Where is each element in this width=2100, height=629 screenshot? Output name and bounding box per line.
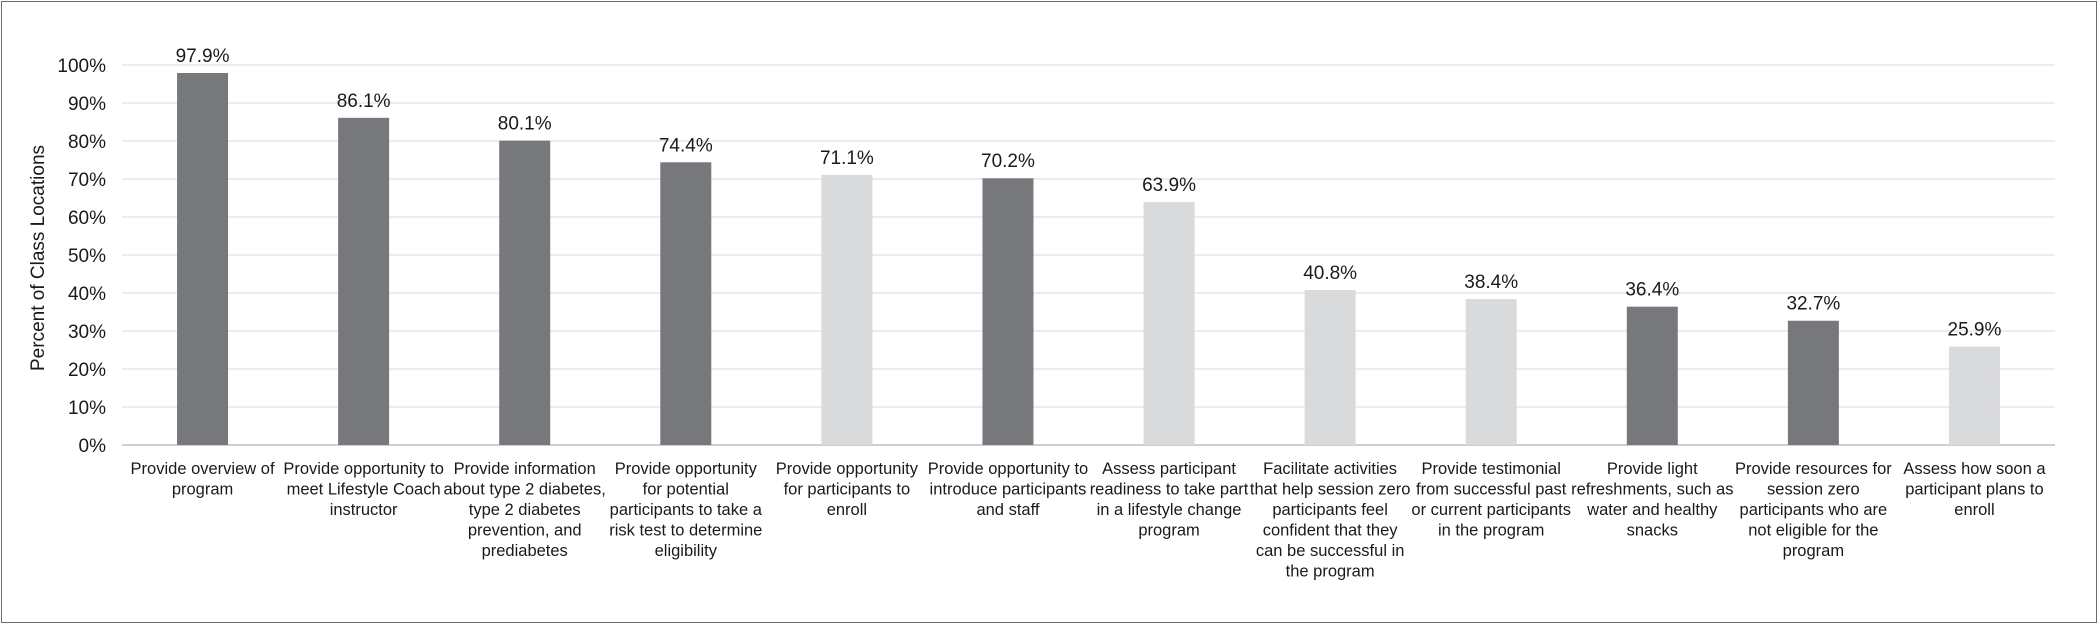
x-category-label: Provide opportunity for potential particip… [609,460,763,560]
y-axis-ticks: 0% 10% 20% 30% 40% 50% 60% 70% 80% 90% 100% [57,56,106,457]
bar [1143,202,1195,445]
bar [821,174,873,445]
gridlines [122,64,2055,446]
bar [338,117,390,445]
y-tick-label: 30% [68,322,106,343]
bar [499,140,551,445]
x-category-label: Assess how soon a participant plans to enr… [1903,460,2046,519]
x-category-label: Provide opportunity for participants to en… [776,460,919,519]
x-category-label: Facilitate activities that help session z… [1250,460,1411,581]
data-label: 70.2% [981,151,1035,172]
x-category-label: Assess participant readiness to take part… [1090,460,1249,540]
x-category-label: Provide resources for session zero partici… [1735,460,1892,560]
x-category-label: Provide information about type 2 diabetes… [444,460,606,560]
data-label: 25.9% [1948,320,2002,341]
y-tick-label: 10% [68,398,106,419]
y-tick-label: 0% [79,436,107,457]
bar [1465,299,1517,445]
data-labels: 97.9% 86.1% 80.1% 74.4% 71.1% 70.2% 63.9% 40.8%… [176,46,2002,341]
bar [982,178,1034,446]
bar [1304,289,1356,445]
y-tick-label: 80% [68,132,106,153]
y-tick-label: 40% [68,284,106,305]
x-category-label: Provide opportunity to meet Lifestyle Coa… [283,460,444,519]
data-label: 38.4% [1464,272,1518,293]
x-category-label: Provide opportunity to introduce particip… [928,460,1089,519]
bar [177,72,229,445]
y-axis-label: Percent of Class Locations [28,145,49,371]
data-label: 63.9% [1142,175,1196,196]
bar [1787,320,1839,445]
data-label: 71.1% [820,148,874,169]
y-tick-label: 70% [68,170,106,191]
y-tick-label: 90% [68,94,106,115]
data-label: 32.7% [1786,294,1840,315]
data-label: 86.1% [337,91,391,112]
bar [1948,346,2000,445]
y-tick-label: 50% [68,246,106,267]
x-category-label: Provide overview of program [131,460,275,499]
bar [1626,306,1678,445]
data-label: 36.4% [1625,280,1679,301]
x-category-label: Provide testimonial from successful past o… [1411,460,1571,540]
data-label: 74.4% [659,135,713,156]
data-label: 40.8% [1303,263,1357,284]
data-label: 97.9% [176,46,230,67]
y-tick-label: 100% [57,56,106,77]
y-tick-label: 60% [68,208,106,229]
bar [660,162,712,445]
x-category-label: Provide light refreshments, such as water … [1571,460,1733,540]
data-label: 80.1% [498,114,552,135]
bars [177,72,2000,446]
y-tick-label: 20% [68,360,106,381]
